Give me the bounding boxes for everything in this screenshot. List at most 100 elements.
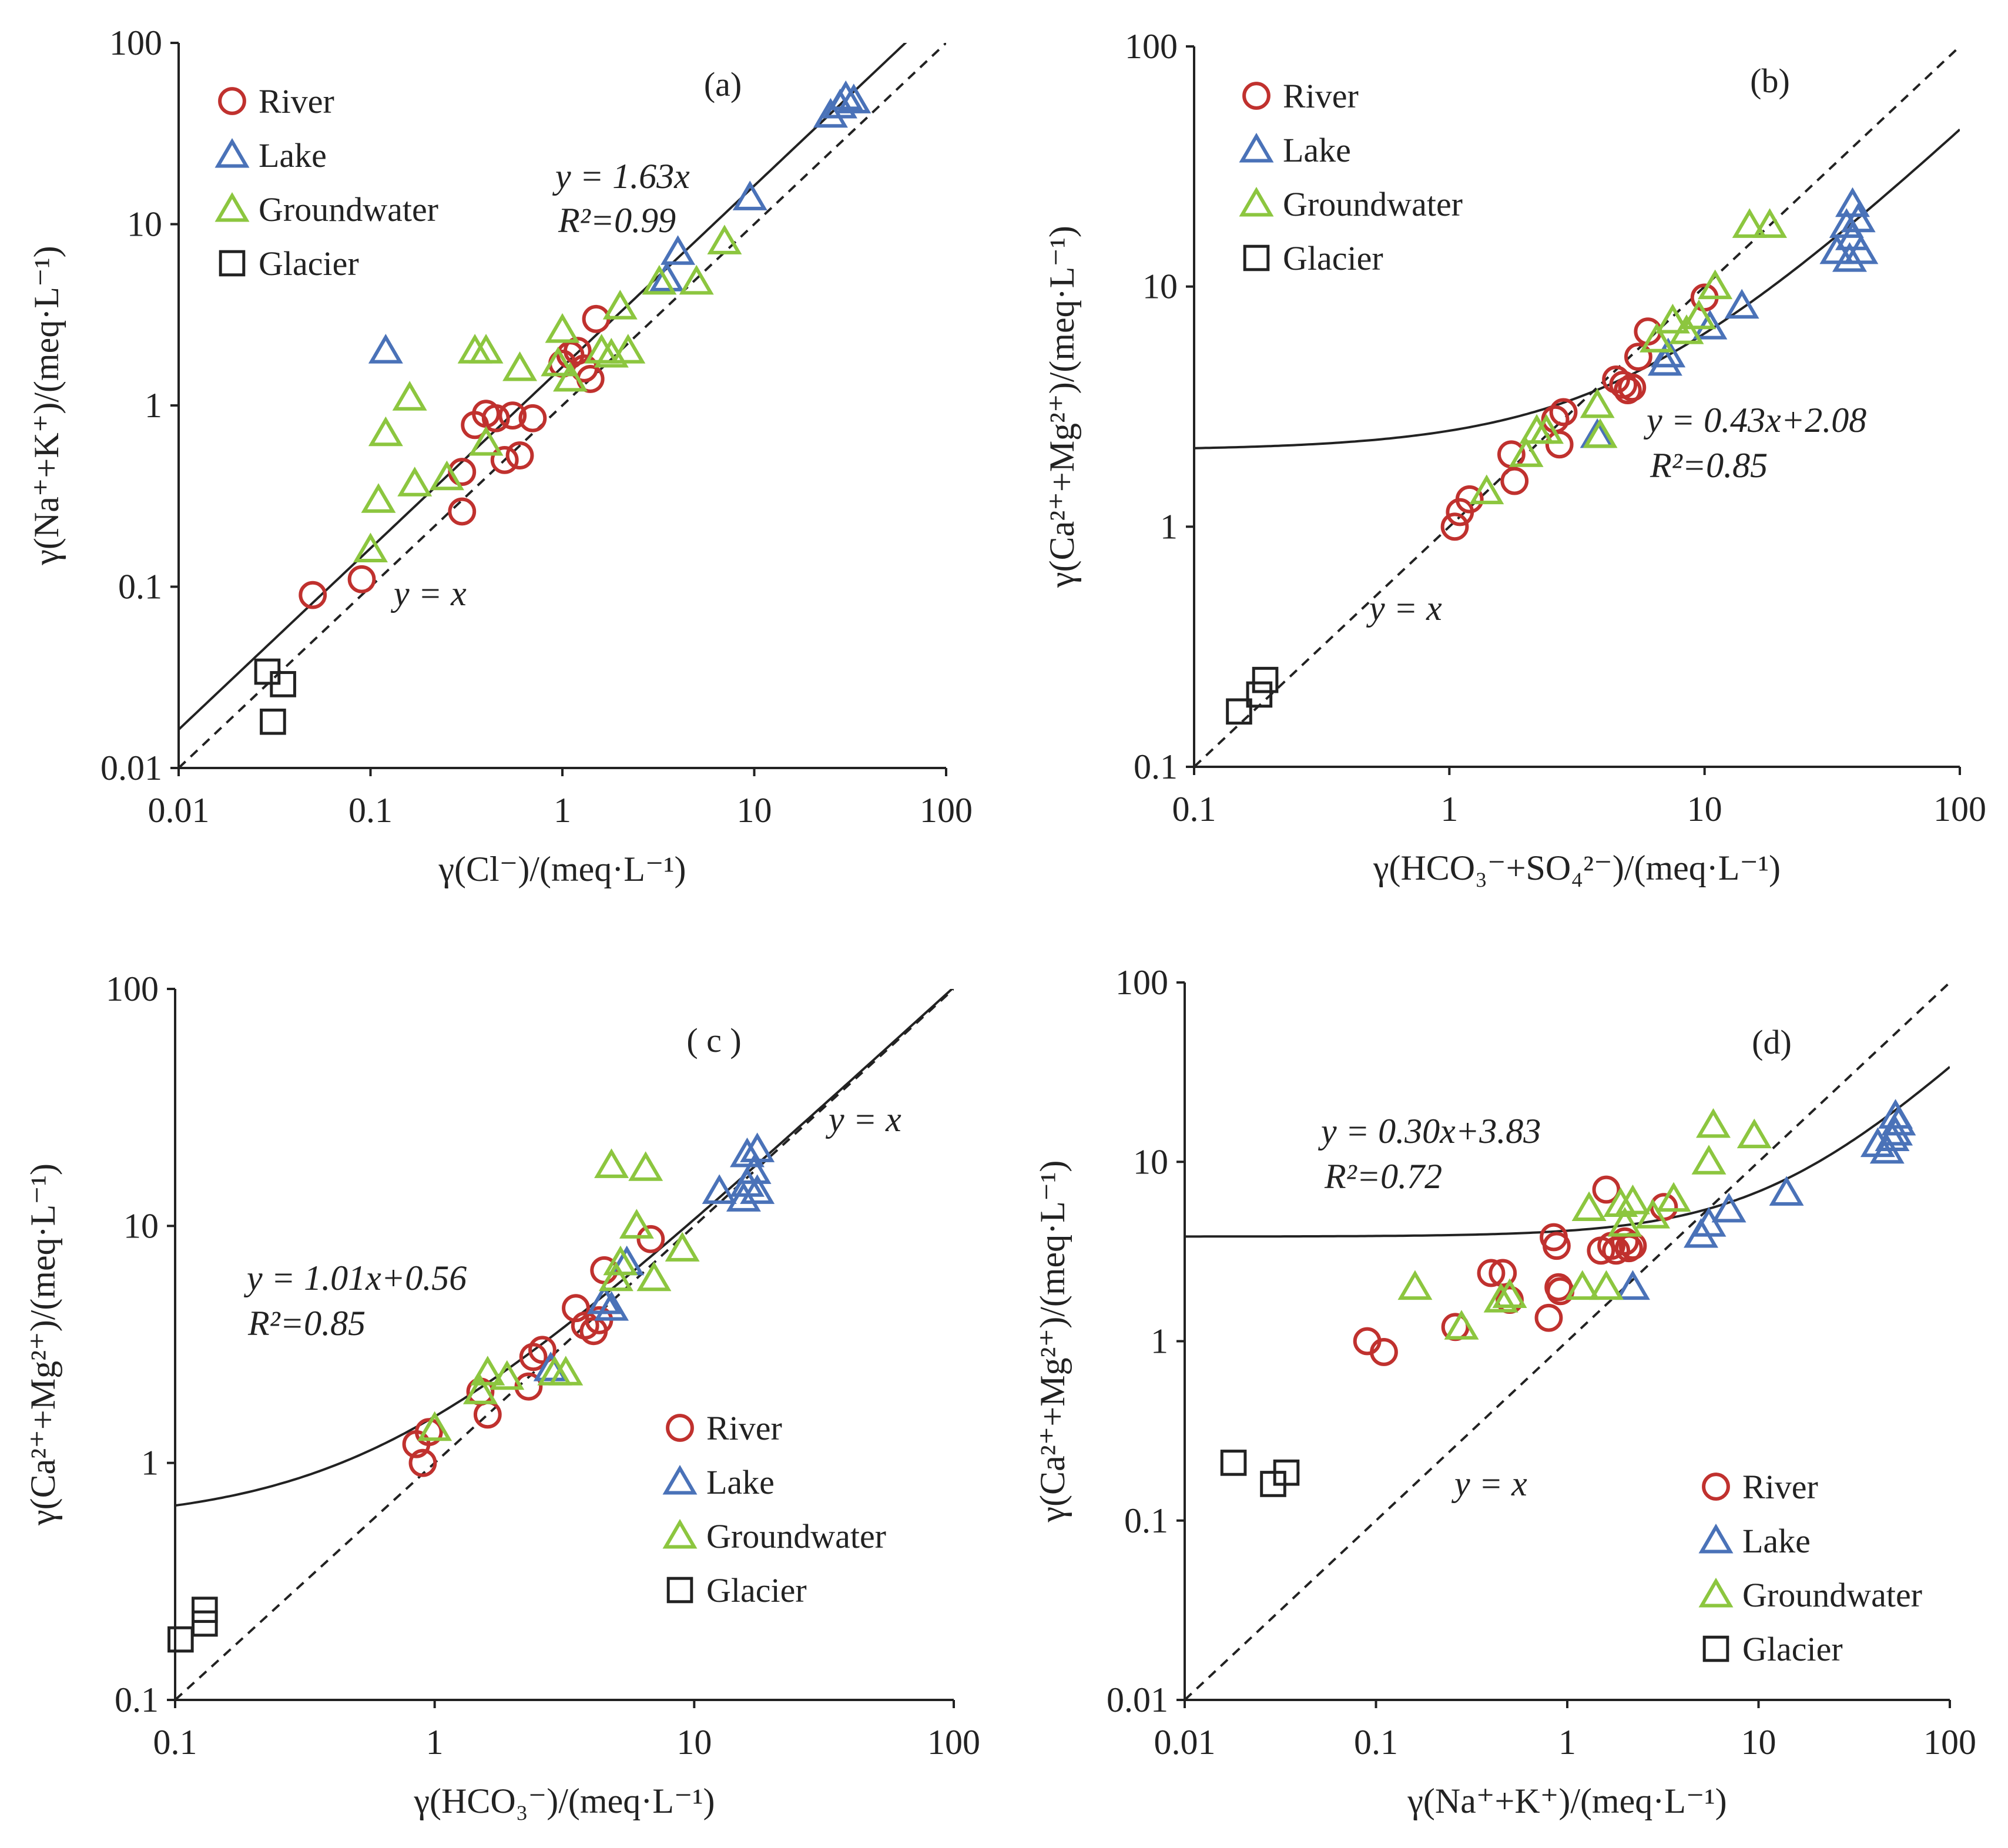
legend-label-river: River [259, 82, 334, 120]
y-tick-label: 10 [123, 1206, 159, 1245]
fit-curve [1194, 128, 1960, 450]
panel-b: 0.1 1 10 100 0.1 1 10 100 γ(HCO₃⁻+SO₄²⁻)/(meq·L⁻… [1042, 27, 1986, 887]
y-tick-label: 100 [1125, 27, 1178, 66]
groundwater-point [1508, 437, 1544, 467]
y-tick-label: 10 [1133, 1142, 1168, 1181]
groundwater-point [462, 1374, 498, 1404]
legend-label-glacier: Glacier [259, 244, 359, 283]
legend-marker-lake [662, 1464, 698, 1495]
legend: River Lake Groundwater Glacier [1698, 1468, 1922, 1668]
identity-line [175, 989, 954, 1700]
x-axis-title: γ(HCO₃⁻)/(meq·L⁻¹) [414, 1782, 715, 1820]
groundwater-point [603, 1245, 638, 1276]
groundwater-point [1580, 388, 1615, 418]
legend-label-river: River [1283, 77, 1359, 115]
groundwater-point [1583, 418, 1618, 448]
groundwater-point [1615, 1184, 1650, 1215]
series-river [1440, 283, 1719, 541]
data-points [1220, 1099, 1916, 1497]
lake-point [1843, 234, 1879, 264]
groundwater-point [1656, 1182, 1691, 1212]
lake-point [836, 83, 871, 113]
groundwater-point [545, 313, 580, 343]
legend: River Lake Groundwater Glacier [214, 82, 438, 283]
groundwater-point [679, 264, 714, 295]
legend-marker-river [1242, 82, 1270, 110]
glacier-point [167, 1626, 194, 1653]
series-groundwater [1469, 208, 1788, 505]
y-tick-label: 1 [1160, 507, 1178, 546]
fit-equation: y = 0.43x+2.08 [1643, 401, 1866, 440]
y-tick-label: 0.1 [118, 568, 162, 606]
axes: 0.1 1 10 100 0.1 1 10 100 [106, 970, 980, 1762]
fit-equation: y = 0.30x+3.83 [1318, 1112, 1541, 1151]
panel-label: (b) [1750, 62, 1790, 100]
identity-line [1185, 982, 1950, 1700]
groundwater-point [636, 1261, 672, 1292]
lake-point [740, 1132, 775, 1162]
river-point [519, 1343, 548, 1371]
groundwater-point [392, 381, 427, 411]
lake-point [1691, 1207, 1727, 1237]
river-point [490, 445, 519, 474]
x-tick-label: 100 [920, 791, 973, 830]
series-glacier [167, 1597, 218, 1653]
groundwater-point [602, 290, 638, 320]
series-groundwater [353, 224, 742, 563]
identity-label: y = x [825, 1100, 901, 1139]
reference-lines [1185, 982, 1950, 1700]
river-point [1614, 376, 1642, 405]
lake-point [1841, 202, 1876, 233]
glacier-point [270, 671, 296, 697]
legend-label-lake: Lake [1742, 1522, 1811, 1560]
groundwater-point [1444, 1310, 1479, 1340]
r-squared: R²=0.85 [1650, 446, 1768, 485]
x-tick-label: 100 [927, 1723, 980, 1762]
lake-point [1651, 337, 1686, 368]
groundwater-point [1732, 208, 1767, 238]
y-tick-label: 100 [109, 24, 162, 62]
legend-label-glacier: Glacier [1283, 239, 1383, 277]
river-point [1500, 467, 1529, 495]
y-tick-label: 0.1 [1124, 1501, 1168, 1540]
legend-marker-groundwater [662, 1518, 698, 1549]
lake-point [1835, 220, 1870, 250]
groundwater-point [490, 1360, 525, 1390]
series-groundwater [417, 1148, 700, 1441]
groundwater-point [553, 361, 588, 392]
river-point [498, 401, 527, 430]
groundwater-point [1469, 474, 1504, 505]
river-point [347, 565, 376, 593]
identity-label: y = x [390, 574, 467, 613]
reference-lines [175, 989, 954, 1700]
river-point [1618, 373, 1647, 402]
r-squared: R²=0.99 [558, 201, 676, 240]
data-points [167, 1132, 775, 1653]
river-point [505, 441, 534, 469]
river-point [1624, 343, 1652, 371]
glacier-point [192, 1597, 218, 1623]
series-glacier [1220, 1450, 1300, 1497]
legend-label-river: River [706, 1409, 782, 1447]
y-tick-label: 1 [141, 1444, 159, 1483]
legend-marker-groundwater [1239, 186, 1274, 217]
y-tick-label: 0.01 [100, 749, 162, 787]
identity-line [1194, 46, 1960, 767]
legend-label-lake: Lake [1283, 131, 1351, 169]
x-tick-label: 1 [1558, 1723, 1576, 1762]
identity-line [179, 43, 946, 768]
glacier-point [192, 1610, 218, 1637]
groundwater-point [642, 264, 677, 295]
legend-label-glacier: Glacier [706, 1571, 807, 1609]
x-tick-label: 0.01 [1154, 1723, 1216, 1762]
panel-label: (d) [1752, 1023, 1792, 1061]
lake-point [1881, 1105, 1916, 1136]
series-lake [533, 1132, 775, 1381]
x-tick-label: 1 [1440, 790, 1458, 829]
river-point [518, 404, 547, 432]
glacier-point [1252, 666, 1279, 693]
x-axis-title: γ(HCO₃⁻+SO₄²⁻)/(meq·L⁻¹) [1373, 848, 1781, 887]
groundwater-point [584, 334, 619, 364]
groundwater-point [1397, 1270, 1433, 1300]
river-point [1545, 430, 1574, 459]
